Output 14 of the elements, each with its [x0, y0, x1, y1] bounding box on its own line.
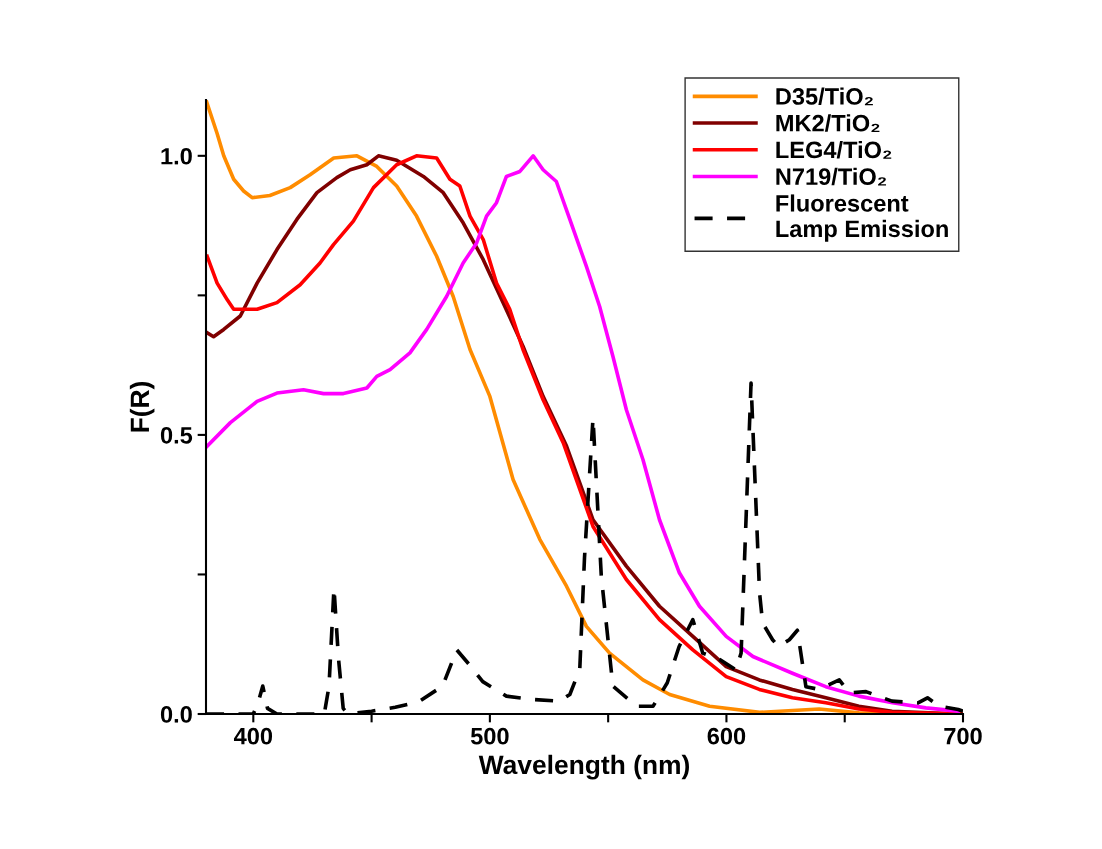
- x-tick-label: 400: [233, 727, 273, 745]
- legend-label: LEG4/TiO₂: [776, 140, 892, 159]
- y-tick-label: 1.0: [161, 147, 192, 165]
- x-tick-label: 700: [944, 727, 982, 745]
- legend-label: N719/TiO₂: [776, 167, 887, 186]
- legend-label: Fluorescent Lamp Emission: [776, 194, 948, 242]
- legend-label: MK2/TiO₂: [776, 114, 880, 133]
- y-axis-title: F(R): [129, 381, 155, 432]
- y-tick-label: 0.0: [160, 706, 192, 723]
- x-tick-label: 600: [707, 727, 746, 745]
- x-axis-title: Wavelength (nm): [478, 754, 689, 780]
- y-tick-label: 0.5: [160, 426, 193, 444]
- x-tick-label: 500: [470, 727, 509, 745]
- legend-label: D35/TiO₂: [776, 87, 873, 106]
